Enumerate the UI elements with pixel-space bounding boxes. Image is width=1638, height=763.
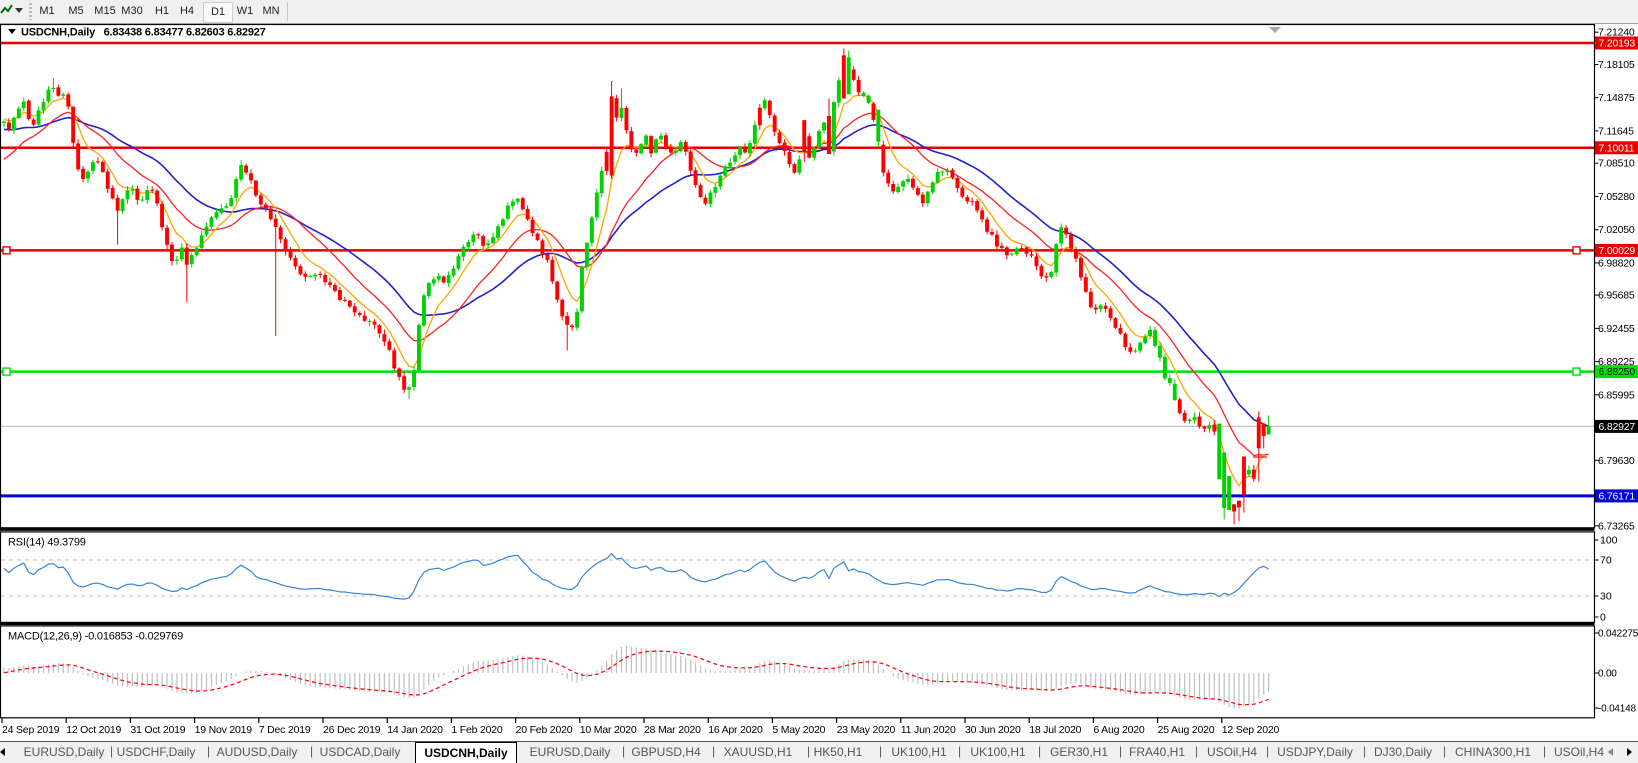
svg-text:6.73265: 6.73265 [1598, 520, 1635, 532]
svg-text:1 Feb 2020: 1 Feb 2020 [451, 724, 502, 736]
svg-text:6.95685: 6.95685 [1598, 290, 1635, 302]
svg-text:26 Dec 2019: 26 Dec 2019 [323, 724, 381, 736]
svg-text:18 Jul 2020: 18 Jul 2020 [1029, 724, 1081, 736]
svg-text:20 Feb 2020: 20 Feb 2020 [516, 724, 573, 736]
svg-text:-0.04148: -0.04148 [1598, 704, 1637, 715]
svg-text:24 Sep 2019: 24 Sep 2019 [2, 724, 60, 736]
svg-text:6.98820: 6.98820 [1598, 257, 1635, 269]
svg-text:7.08510: 7.08510 [1598, 158, 1635, 170]
svg-text:6.76171: 6.76171 [1599, 490, 1636, 502]
svg-text:10 Mar 2020: 10 Mar 2020 [580, 724, 637, 736]
svg-text:7.02050: 7.02050 [1598, 224, 1635, 236]
svg-text:7.14875: 7.14875 [1598, 92, 1635, 104]
svg-text:7.05280: 7.05280 [1598, 191, 1635, 203]
svg-text:7.21240: 7.21240 [1598, 27, 1635, 39]
svg-text:6.79630: 6.79630 [1598, 455, 1635, 467]
svg-text:6.88250: 6.88250 [1599, 366, 1636, 378]
svg-text:7.20193: 7.20193 [1599, 38, 1636, 50]
svg-text:70: 70 [1600, 555, 1612, 567]
svg-text:MACD(12,26,9) -0.016853 -0.029: MACD(12,26,9) -0.016853 -0.029769 [8, 631, 183, 643]
svg-text:0: 0 [1600, 612, 1606, 624]
svg-text:30 Jun 2020: 30 Jun 2020 [965, 724, 1021, 736]
svg-text:7.10011: 7.10011 [1599, 142, 1635, 154]
svg-text:5 May 2020: 5 May 2020 [772, 724, 825, 736]
svg-text:11 Jun 2020: 11 Jun 2020 [901, 724, 956, 736]
svg-text:RSI(14) 49.3799: RSI(14) 49.3799 [8, 537, 86, 549]
svg-text:19 Nov 2019: 19 Nov 2019 [195, 724, 253, 736]
svg-text:7.18105: 7.18105 [1598, 59, 1635, 71]
svg-text:0.00: 0.00 [1598, 669, 1617, 680]
svg-text:0.042275: 0.042275 [1598, 629, 1638, 640]
svg-text:28 Mar 2020: 28 Mar 2020 [644, 724, 701, 736]
svg-text:16 Apr 2020: 16 Apr 2020 [708, 724, 763, 736]
svg-text:6 Aug 2020: 6 Aug 2020 [1093, 724, 1144, 736]
svg-text:12 Oct 2019: 12 Oct 2019 [66, 724, 121, 736]
svg-text:12 Sep 2020: 12 Sep 2020 [1222, 724, 1280, 736]
svg-text:23 May 2020: 23 May 2020 [837, 724, 896, 736]
svg-text:USDCNH,Daily 6.83438 6.83477: USDCNH,Daily 6.83438 6.83477 6.82603 6.8… [21, 27, 266, 39]
svg-text:30: 30 [1600, 591, 1612, 603]
svg-text:100: 100 [1600, 535, 1618, 547]
svg-text:14 Jan 2020: 14 Jan 2020 [387, 724, 443, 736]
svg-text:31 Oct 2019: 31 Oct 2019 [130, 724, 185, 736]
svg-text:6.82927: 6.82927 [1599, 421, 1636, 433]
svg-text:7 Dec 2019: 7 Dec 2019 [259, 724, 311, 736]
svg-text:7.00029: 7.00029 [1599, 245, 1636, 257]
svg-text:6.85995: 6.85995 [1598, 389, 1635, 401]
svg-text:25 Aug 2020: 25 Aug 2020 [1158, 724, 1215, 736]
svg-text:6.92455: 6.92455 [1598, 323, 1635, 335]
svg-text:7.11645: 7.11645 [1598, 125, 1634, 137]
